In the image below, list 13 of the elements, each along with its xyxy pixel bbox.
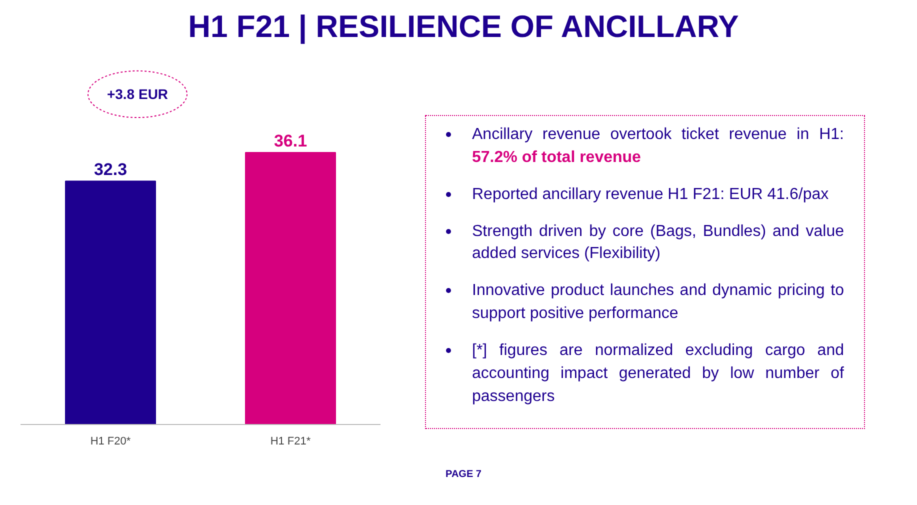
- text: 57.2% of total revenue: [472, 148, 641, 166]
- text: PAGE 7: [444, 468, 482, 482]
- text: Strength driven by core (Bags, Bundles) and value added services (Flexibility): [472, 222, 844, 264]
- text: Ancillary revenue overtook ticket revenue in H1:: [472, 126, 844, 143]
- text: [*] figures are normalized excluding cargo and accounting impact generated by low number of passengers: [472, 340, 844, 407]
- data-label: 32.3: [94, 160, 128, 180]
- x-tick-label: H1 F21*: [270, 436, 312, 448]
- x-tick-label: H1 F20*: [90, 436, 132, 448]
- text: Reported ancillary revenue H1 F21: EUR 41.6/pax: [472, 184, 830, 205]
- data-label: 36.1: [274, 132, 308, 151]
- text: +3.8 EUR: [106, 86, 168, 102]
- text: H1 F21 | RESILIENCE OF ANCILLARY: [187, 8, 740, 46]
- text: Innovative product launches and dynamic pricing to support positive performance: [472, 281, 844, 324]
